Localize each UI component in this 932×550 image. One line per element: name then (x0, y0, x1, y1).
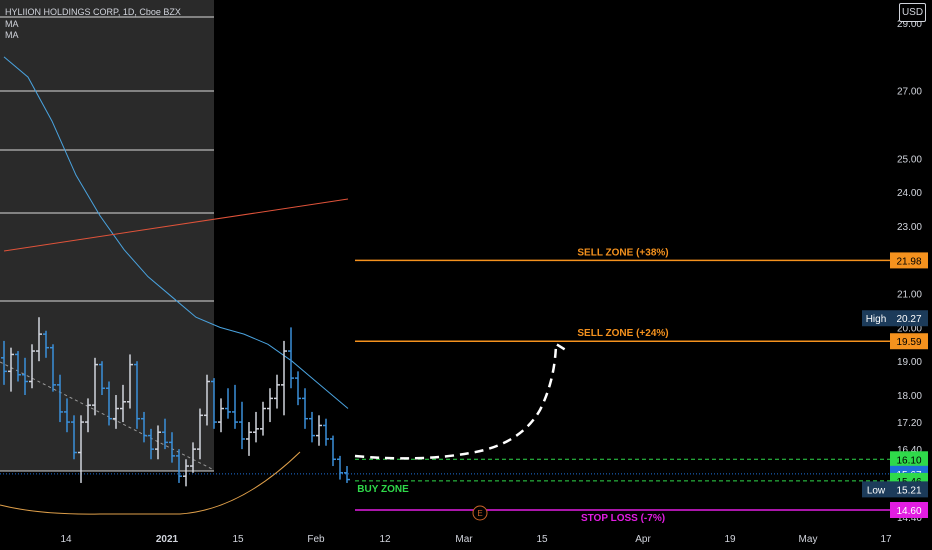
x-tick-label: 2021 (156, 534, 179, 545)
price-label-value: 20.27 (896, 314, 921, 325)
price-label-prefix: High (866, 314, 887, 325)
chart-title: HYLIION HOLDINGS CORP, 1D, Cboe BZX (5, 7, 181, 17)
price-label-value: 21.98 (896, 256, 921, 267)
x-tick-label: Feb (307, 534, 325, 545)
y-tick-label: 29.00 (897, 19, 922, 30)
indicator-ma-2: MA (5, 30, 19, 40)
level-label: SELL ZONE (+24%) (577, 328, 668, 339)
currency-button[interactable]: USD (899, 3, 926, 22)
earnings-marker-icon (472, 505, 488, 521)
y-tick-label: 20.00 (897, 323, 922, 334)
y-tick-label: 14.40 (897, 513, 922, 524)
y-tick-label: 19.00 (897, 357, 922, 368)
y-tick-label: 16.40 (897, 445, 922, 456)
price-label-value: 16.10 (896, 455, 921, 466)
price-label-prefix-box (862, 481, 890, 498)
projection-path (354, 341, 570, 460)
price-label-box (890, 310, 928, 327)
price-label-box (890, 451, 928, 468)
x-tick-label: Mar (455, 534, 473, 545)
y-tick-label: 23.00 (897, 222, 922, 233)
x-tick-label: 15 (232, 534, 244, 545)
price-label-box (890, 252, 928, 269)
lower-curve (0, 451, 301, 515)
x-tick-label: Apr (635, 534, 651, 545)
indicator-ma-1: MA (5, 19, 19, 29)
x-tick-label: May (799, 534, 818, 545)
y-tick-label: 21.00 (897, 290, 922, 301)
y-tick-label: 17.20 (897, 418, 922, 429)
x-tick-label: 12 (379, 534, 391, 545)
level-label: STOP LOSS (-7%) (581, 513, 665, 524)
y-tick-label: 24.00 (897, 188, 922, 199)
x-tick-label: 17 (880, 534, 892, 545)
price-label-prefix: Low (867, 485, 886, 496)
ma-slow-line (3, 198, 349, 252)
price-label-value: 19.59 (896, 337, 921, 348)
y-tick-label: 18.00 (897, 391, 922, 402)
price-label-value: 14.60 (896, 506, 921, 517)
price-label-box (890, 333, 928, 350)
level-label: SELL ZONE (+38%) (577, 247, 668, 258)
price-label-value: 15.21 (896, 485, 921, 496)
price-label-box (890, 502, 928, 518)
price-label-box (890, 481, 928, 498)
earnings-marker-label: E (477, 509, 482, 518)
ma-fast-line (3, 56, 349, 409)
y-tick-label: 25.00 (897, 154, 922, 165)
level-label: BUY ZONE (357, 484, 409, 495)
y-tick-label: 27.00 (897, 87, 922, 98)
x-tick-label: 19 (724, 534, 736, 545)
x-tick-label: 14 (60, 534, 72, 545)
x-tick-label: 15 (536, 534, 548, 545)
price-label-prefix-box (862, 310, 890, 327)
